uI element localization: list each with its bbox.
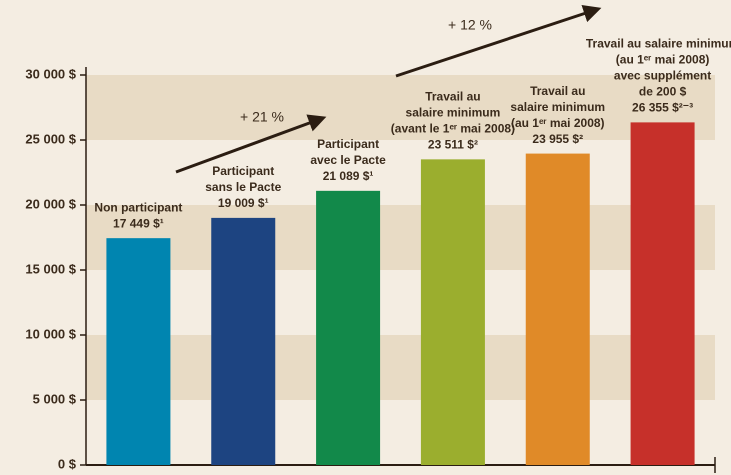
grid-band <box>86 335 715 400</box>
value-label: 23 955 $² <box>532 132 583 146</box>
category-label: avec supplément <box>614 69 711 83</box>
bar <box>630 122 695 465</box>
category-label: Participant <box>317 137 379 151</box>
y-tick-label: 10 000 $ <box>25 326 76 341</box>
category-label: Participant <box>212 164 274 178</box>
bar <box>316 190 381 465</box>
y-tick-label: 5 000 $ <box>33 391 77 406</box>
bands <box>86 75 715 465</box>
y-tick-label: 30 000 $ <box>25 66 76 81</box>
y-tick-label: 25 000 $ <box>25 131 76 146</box>
category-label: (au 1ᵉʳ mai 2008) <box>511 116 605 130</box>
bar <box>420 159 485 465</box>
category-label: salaire minimum <box>510 100 605 114</box>
category-label: (au 1ᵉʳ mai 2008) <box>616 53 710 67</box>
category-label: Travail au <box>425 90 480 104</box>
arrow <box>175 114 327 174</box>
bar <box>106 238 171 465</box>
y-tick-label: 0 $ <box>58 456 77 471</box>
category-label: sans le Pacte <box>205 180 281 194</box>
grid-band <box>86 270 715 335</box>
value-label: 17 449 $¹ <box>113 216 164 230</box>
category-label: Travail au <box>530 84 585 98</box>
grid-band <box>86 205 715 270</box>
arrow <box>395 4 602 78</box>
value-label: 21 089 $¹ <box>323 169 374 183</box>
grid-band <box>86 140 715 205</box>
value-label: 26 355 $²⁻³ <box>632 101 693 115</box>
value-label: 23 511 $² <box>428 138 478 152</box>
grid-band <box>86 75 715 140</box>
category-label: Non participant <box>94 200 182 214</box>
y-tick-label: 15 000 $ <box>25 261 76 276</box>
category-label: avec le Pacte <box>310 153 386 167</box>
category-label: de 200 $ <box>639 85 687 99</box>
y-tick-label: 20 000 $ <box>25 196 76 211</box>
category-label: salaire minimum <box>406 106 501 120</box>
category-label: (avant le 1ᵉʳ mai 2008) <box>391 122 515 136</box>
category-label: Travail au salaire minimum <box>586 37 731 51</box>
bar <box>211 217 276 465</box>
annotation: + 12 % <box>448 17 492 33</box>
annotation: + 21 % <box>240 109 284 125</box>
value-label: 19 009 $¹ <box>218 196 269 210</box>
bar <box>525 153 590 465</box>
grid-band <box>86 400 715 465</box>
